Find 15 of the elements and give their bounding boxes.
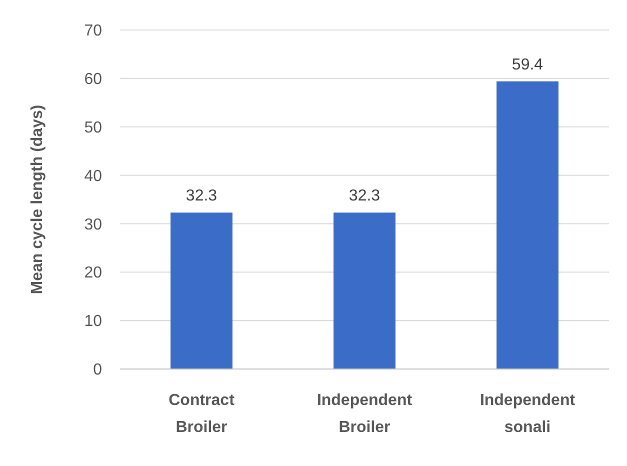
y-tick-label: 50 (84, 119, 102, 136)
y-tick-label: 70 (84, 22, 102, 40)
y-axis-title: Mean cycle length (days) (29, 104, 46, 294)
x-tick-label: Independent sonali (480, 392, 576, 436)
x-tick-label: Independent Broiler (316, 392, 413, 436)
data-label: 32.3 (186, 188, 218, 205)
y-tick-label: 60 (84, 71, 102, 88)
y-tick-label: 0 (93, 362, 102, 379)
y-tick-label: 20 (84, 264, 102, 282)
data-label: 59.4 (512, 56, 544, 74)
y-tick-label: 10 (84, 313, 102, 330)
x-tick-label: Contract Broiler (168, 392, 236, 436)
y-tick-label: 30 (84, 216, 102, 234)
y-tick-label: 40 (84, 168, 102, 185)
data-label: 32.3 (348, 188, 380, 205)
